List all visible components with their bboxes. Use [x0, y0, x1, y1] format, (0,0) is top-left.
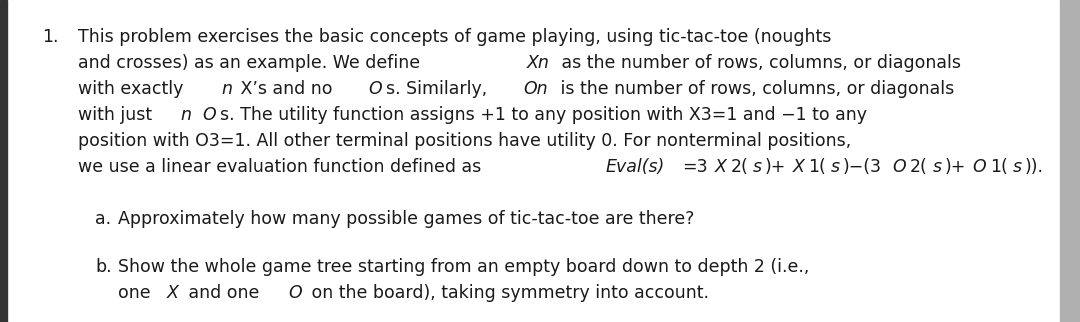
Text: O: O [288, 284, 301, 302]
Text: and crosses) as an example. We define: and crosses) as an example. We define [78, 54, 426, 72]
Text: O: O [972, 158, 986, 176]
Text: O: O [892, 158, 906, 176]
Text: Approximately how many possible games of tic-tac-toe are there?: Approximately how many possible games of… [118, 210, 694, 228]
Text: 1.: 1. [42, 28, 58, 46]
Text: Xn: Xn [527, 54, 550, 72]
Text: with exactly: with exactly [78, 80, 189, 98]
Text: X: X [715, 158, 727, 176]
Text: on the board), taking symmetry into account.: on the board), taking symmetry into acco… [306, 284, 708, 302]
Text: one: one [118, 284, 157, 302]
Text: and one: and one [183, 284, 265, 302]
Text: This problem exercises the basic concepts of game playing, using tic-tac-toe (no: This problem exercises the basic concept… [78, 28, 832, 46]
Text: with just: with just [78, 106, 158, 124]
Text: 2(: 2( [730, 158, 748, 176]
Text: n: n [221, 80, 232, 98]
Text: )+: )+ [945, 158, 966, 176]
Text: is the number of rows, columns, or diagonals: is the number of rows, columns, or diago… [555, 80, 955, 98]
Bar [0, 0, 6, 322]
Text: X’s and no: X’s and no [235, 80, 338, 98]
Text: s: s [1013, 158, 1022, 176]
Text: a.: a. [95, 210, 111, 228]
Text: s: s [831, 158, 839, 176]
Text: X: X [793, 158, 805, 176]
Text: as the number of rows, columns, or diagonals: as the number of rows, columns, or diago… [556, 54, 961, 72]
Text: O: O [202, 106, 216, 124]
Text: Show the whole game tree starting from an empty board down to depth 2 (i.e.,: Show the whole game tree starting from a… [118, 258, 809, 276]
Text: On: On [524, 80, 549, 98]
Text: )).: )). [1024, 158, 1043, 176]
Text: position with O3=1. All other terminal positions have utility 0. For nonterminal: position with O3=1. All other terminal p… [78, 132, 851, 150]
Text: s. Similarly,: s. Similarly, [386, 80, 492, 98]
Text: =3: =3 [681, 158, 707, 176]
Text: s: s [753, 158, 762, 176]
Text: )+: )+ [765, 158, 786, 176]
Text: we use a linear evaluation function defined as: we use a linear evaluation function defi… [78, 158, 487, 176]
Text: b.: b. [95, 258, 111, 276]
Text: Eval(s): Eval(s) [606, 158, 664, 176]
Text: 1(: 1( [989, 158, 1008, 176]
Text: s: s [933, 158, 942, 176]
Text: s. The utility function assigns +1 to any position with X3=1 and −1 to any: s. The utility function assigns +1 to an… [219, 106, 866, 124]
Text: X: X [167, 284, 179, 302]
Text: 1(: 1( [808, 158, 825, 176]
Text: n: n [180, 106, 192, 124]
Bar [1059, 0, 1080, 322]
Text: )−(3: )−(3 [842, 158, 881, 176]
Text: O: O [368, 80, 382, 98]
Text: 2(: 2( [910, 158, 928, 176]
